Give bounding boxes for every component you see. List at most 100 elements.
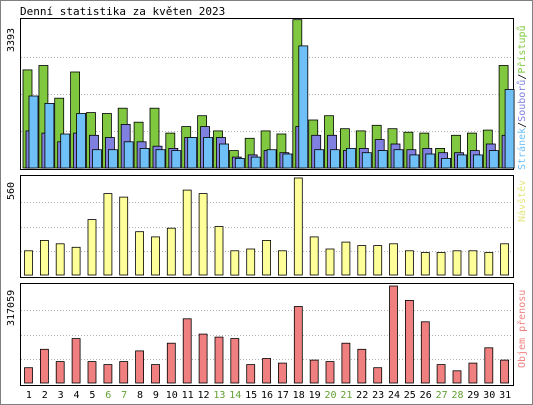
volume-bars <box>24 285 510 384</box>
bar-volume-day-11 <box>182 318 192 384</box>
bar-visits-day-8 <box>135 231 145 276</box>
bar-volume-day-16 <box>262 358 272 384</box>
bar-volume-day-26 <box>420 321 430 384</box>
bar-visits-day-19 <box>309 236 319 276</box>
bar-volume-day-22 <box>357 348 367 384</box>
bar-volume-day-14 <box>230 338 240 384</box>
bar-stranky-day-18 <box>298 45 309 169</box>
hits-panel: 3393 Stránek/Souborů/Přístupů <box>6 18 528 170</box>
bar-volume-day-9 <box>151 364 160 384</box>
volume-ymax-label: 317059 <box>6 290 17 326</box>
bar-visits-day-25 <box>404 250 414 276</box>
bar-stranky-day-25 <box>409 154 420 169</box>
day-label-4: 4 <box>73 390 79 401</box>
day-label-9: 9 <box>153 390 159 401</box>
visits-panel: 560 Návštěv <box>6 175 528 278</box>
day-label-27: 27 <box>436 390 448 401</box>
bar-stranky-day-3 <box>60 133 71 169</box>
day-label-12: 12 <box>197 390 209 401</box>
bar-volume-day-30 <box>484 347 494 384</box>
bar-visits-day-16 <box>262 239 272 276</box>
hits-bars <box>22 19 515 169</box>
bar-stranky-day-10 <box>171 150 182 169</box>
bar-stranky-day-5 <box>92 149 102 169</box>
bar-volume-day-28 <box>452 370 462 384</box>
day-label-8: 8 <box>137 390 143 401</box>
bar-volume-day-10 <box>166 342 176 384</box>
chart-title: Denní statistika za květen 2023 <box>20 5 225 18</box>
day-label-14: 14 <box>229 390 241 401</box>
bar-visits-day-22 <box>357 245 367 276</box>
bar-visits-day-18 <box>293 177 303 276</box>
bar-visits-day-10 <box>166 227 176 276</box>
hits-ymax-label: 3393 <box>6 28 17 52</box>
bar-volume-day-5 <box>87 361 97 384</box>
volume-legend: Objem přenosu <box>516 290 528 368</box>
day-label-30: 30 <box>483 390 495 401</box>
bar-visits-day-15 <box>246 248 256 276</box>
bar-stranky-day-17 <box>282 153 293 169</box>
bar-stranky-day-15 <box>250 156 261 169</box>
bar-stranky-day-9 <box>155 149 166 169</box>
bar-visits-day-31 <box>500 243 510 276</box>
day-label-16: 16 <box>261 390 273 401</box>
bar-stranky-day-11 <box>187 137 198 169</box>
day-label-10: 10 <box>166 390 178 401</box>
bar-visits-day-4 <box>71 246 81 276</box>
bar-stranky-day-6 <box>108 149 118 169</box>
bar-volume-day-20 <box>325 361 335 384</box>
bar-visits-day-3 <box>55 243 65 276</box>
bar-visits-day-20 <box>325 248 335 276</box>
bar-volume-day-27 <box>436 364 446 384</box>
bar-stranky-day-21 <box>345 147 356 169</box>
bar-visits-day-14 <box>230 250 240 276</box>
bar-volume-day-24 <box>389 285 398 384</box>
bar-stranky-day-23 <box>377 150 388 169</box>
legend-sep-2: / <box>517 74 528 80</box>
bar-volume-day-21 <box>341 342 351 384</box>
bar-visits-day-11 <box>182 189 192 276</box>
bar-stranky-day-12 <box>203 137 214 169</box>
bar-visits-day-7 <box>119 196 129 276</box>
bar-stranky-day-27 <box>441 157 452 169</box>
bar-visits-day-9 <box>151 236 160 276</box>
bar-stranky-day-4 <box>76 113 86 169</box>
day-label-28: 28 <box>451 390 463 401</box>
bar-stranky-day-29 <box>472 154 483 169</box>
legend-stranky: Stránek <box>516 128 528 170</box>
legend-pristupy: Přístupů <box>516 25 528 73</box>
bar-stranky-day-22 <box>361 152 372 169</box>
bar-volume-day-29 <box>468 362 478 384</box>
bar-volume-day-17 <box>277 362 287 384</box>
day-label-23: 23 <box>372 390 384 401</box>
bar-visits-day-21 <box>341 241 351 276</box>
day-label-15: 15 <box>245 390 257 401</box>
day-label-29: 29 <box>467 390 479 401</box>
bar-stranky-day-26 <box>425 153 436 169</box>
bar-volume-day-1 <box>24 367 33 384</box>
bar-visits-day-26 <box>420 252 430 276</box>
bar-stranky-day-14 <box>234 157 245 169</box>
hits-legend: Stránek/Souborů/Přístupů <box>516 25 528 170</box>
day-label-22: 22 <box>356 390 368 401</box>
bar-volume-day-3 <box>55 361 65 384</box>
day-label-25: 25 <box>404 390 416 401</box>
bar-volume-day-18 <box>293 306 303 384</box>
visits-bars <box>24 177 510 276</box>
day-label-19: 19 <box>309 390 321 401</box>
bar-visits-day-5 <box>87 219 97 276</box>
day-label-21: 21 <box>340 390 352 401</box>
bar-visits-day-17 <box>277 250 287 276</box>
bar-volume-day-13 <box>214 336 224 384</box>
bar-volume-day-7 <box>119 361 129 384</box>
day-label-5: 5 <box>89 390 95 401</box>
bar-volume-day-8 <box>135 350 145 384</box>
bar-volume-day-19 <box>309 359 319 384</box>
bar-stranky-day-7 <box>123 141 134 169</box>
bar-visits-day-27 <box>436 252 446 276</box>
bar-stranky-day-13 <box>219 143 229 169</box>
visits-ymax-label: 560 <box>6 182 17 200</box>
bar-volume-day-31 <box>500 359 510 384</box>
bar-visits-day-2 <box>40 239 49 276</box>
